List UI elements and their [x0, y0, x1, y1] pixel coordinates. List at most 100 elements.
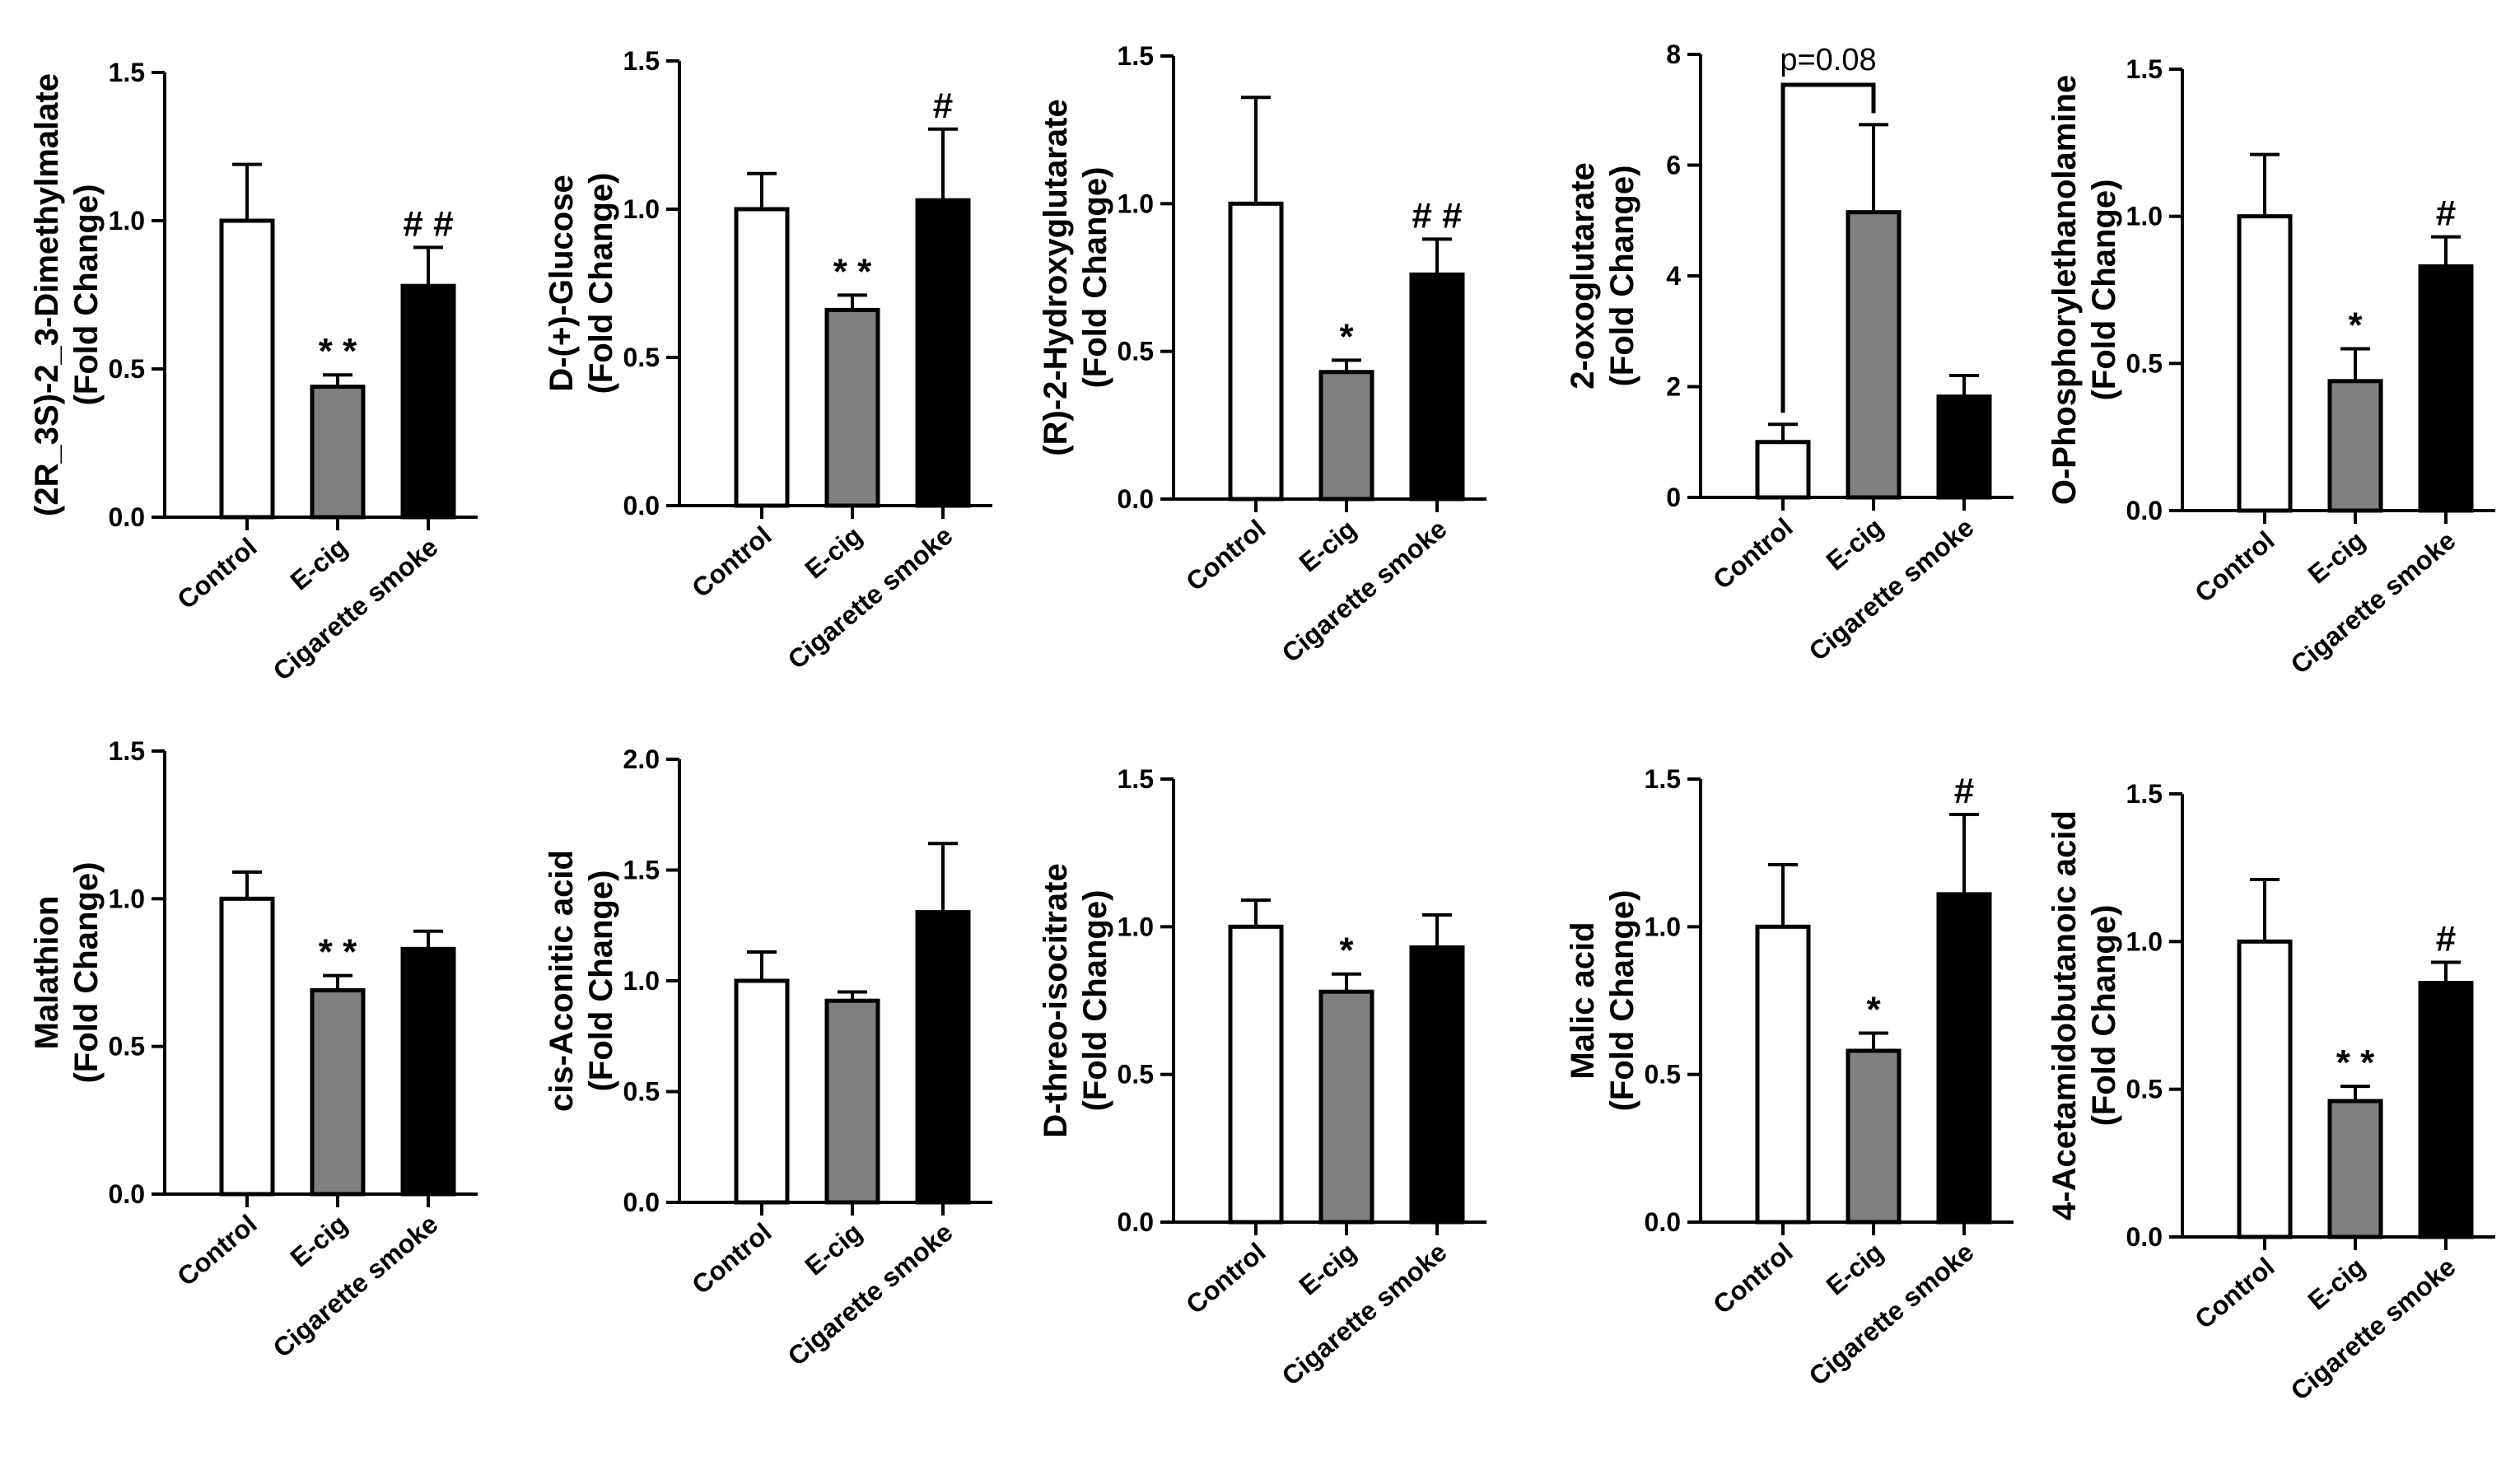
- y-axis-title-line1: (R)-2-Hydroxyglutarate: [1038, 99, 1074, 455]
- y-axis-title-line2: (Fold Change): [68, 184, 105, 406]
- x-tick-label: Cigarette smoke: [782, 520, 959, 675]
- y-tick-label: 2: [1666, 372, 1681, 402]
- x-tick-label: E-cig: [1293, 514, 1361, 578]
- y-tick-label: 0.0: [2126, 496, 2163, 525]
- significance-annotation: * *: [319, 932, 357, 973]
- y-axis-title-line1: 2-oxoglutarate: [1565, 162, 1601, 390]
- y-tick-label: 0: [1666, 483, 1681, 512]
- y-tick-label: 1.5: [1118, 764, 1154, 794]
- x-tick-label: Cigarette smoke: [2285, 1252, 2462, 1407]
- y-tick-label: 1.0: [1645, 912, 1681, 941]
- significance-annotation: # #: [403, 203, 453, 244]
- x-tick-label: Control: [171, 532, 262, 615]
- y-axis-title-line1: Malathion: [29, 896, 65, 1050]
- y-axis-title-line1: D-threo-isocitrate: [1038, 863, 1074, 1137]
- y-axis-title-line2: (Fold Change): [1604, 890, 1640, 1112]
- y-axis-title-line1: O-Phosphorylethanolamine: [2046, 75, 2083, 505]
- panel-1: 0.0 0.5 1.0 1.5 (2R_3S)-2_3-Dimethylmalate (F…: [29, 58, 478, 686]
- x-tick-label: Control: [686, 520, 777, 604]
- y-tick-label: 0.5: [1645, 1060, 1681, 1090]
- bar-control: [1755, 924, 1811, 1225]
- bar-cigarette-smoke: [400, 283, 456, 520]
- y-axis-title-line2: (Fold Change): [1604, 166, 1640, 387]
- y-tick-label: 6: [1666, 151, 1681, 180]
- x-tick-label: Control: [686, 1217, 777, 1300]
- y-axis-title-line2: (Fold Change): [583, 870, 619, 1092]
- y-tick-label: 1.0: [623, 966, 660, 996]
- x-tick-label: Cigarette smoke: [1276, 1237, 1453, 1392]
- significance-annotation: #: [933, 86, 953, 126]
- significance-annotation: #: [2436, 918, 2456, 959]
- bar-control: [219, 218, 275, 520]
- y-axis-title-line2: (Fold Change): [2086, 180, 2122, 401]
- y-tick-label: 1.5: [109, 736, 145, 766]
- significance-annotation: * *: [2336, 1043, 2375, 1083]
- bar-cigarette-smoke: [400, 946, 456, 1197]
- y-tick-label: 2.0: [623, 744, 660, 774]
- bar-e-cig: [1846, 1048, 1902, 1225]
- x-tick-label: E-cig: [2302, 525, 2370, 590]
- y-tick-label: 0.5: [109, 1032, 145, 1062]
- bar-control: [2237, 214, 2293, 513]
- y-axis-title-line2: (Fold Change): [583, 173, 619, 394]
- y-axis-title-line1: (2R_3S)-2_3-Dimethylmalate: [29, 73, 65, 516]
- y-tick-label: 0.5: [2126, 348, 2163, 378]
- x-tick-label: Cigarette smoke: [268, 532, 444, 687]
- y-tick-label: 1.0: [2126, 926, 2163, 956]
- bar-cigarette-smoke: [1409, 945, 1465, 1225]
- y-tick-label: 1.0: [1118, 189, 1154, 218]
- y-tick-label: 0.0: [109, 502, 145, 532]
- y-tick-label: 1.0: [2126, 202, 2163, 231]
- y-tick-label: 1.0: [623, 194, 660, 224]
- bar-e-cig: [1318, 370, 1374, 502]
- bar-cigarette-smoke: [2418, 264, 2474, 513]
- significance-annotation: *: [2348, 305, 2363, 345]
- x-tick-label: Cigarette smoke: [782, 1217, 959, 1372]
- bar-control: [734, 207, 790, 508]
- bar-e-cig: [310, 385, 366, 520]
- y-tick-label: 1.5: [1645, 764, 1681, 794]
- y-tick-label: 0.0: [1118, 484, 1154, 514]
- x-tick-label: Cigarette smoke: [1804, 512, 1980, 667]
- bar-control: [1755, 440, 1811, 500]
- significance-annotation: #: [1954, 771, 1974, 811]
- bar-e-cig: [1318, 989, 1374, 1225]
- x-tick-label: Control: [2189, 1252, 2280, 1335]
- bar-e-cig: [824, 307, 880, 508]
- y-axis-title-line2: (Fold Change): [1077, 167, 1113, 389]
- x-tick-label: E-cig: [2302, 1252, 2370, 1316]
- y-tick-label: 0.0: [2126, 1222, 2163, 1252]
- y-axis-title-line1: D-(+)-Glucose: [544, 175, 580, 391]
- y-tick-label: 0.5: [623, 1077, 660, 1107]
- bar-cigarette-smoke: [1936, 892, 1992, 1225]
- y-tick-label: 0.5: [623, 343, 660, 372]
- x-tick-label: Cigarette smoke: [1276, 514, 1453, 669]
- significance-annotation: * *: [833, 251, 872, 292]
- y-axis-title-line2: (Fold Change): [68, 862, 105, 1084]
- x-tick-label: Control: [1707, 512, 1798, 595]
- y-tick-label: 1.5: [2126, 54, 2163, 84]
- bar-e-cig: [310, 988, 366, 1197]
- y-tick-label: 1.5: [109, 58, 145, 87]
- x-tick-label: Control: [1707, 1237, 1798, 1320]
- bar-e-cig: [2327, 379, 2383, 513]
- bar-cigarette-smoke: [2418, 981, 2474, 1239]
- significance-annotation: # #: [1412, 195, 1462, 236]
- bar-cigarette-smoke: [915, 198, 971, 508]
- panel-9: 0.0 0.5 1.0 1.5 Malic acid (Fold Change) Contr…: [1565, 764, 2014, 1391]
- panel-10: 0.0 0.5 1.0 1.5 4-Acetamidobutanoic acid (Fol…: [2046, 779, 2495, 1406]
- x-tick-label: E-cig: [799, 520, 867, 585]
- y-axis-title-line1: Malic acid: [1565, 922, 1601, 1079]
- x-tick-label: Control: [171, 1209, 262, 1292]
- x-tick-label: Control: [2189, 525, 2280, 609]
- y-tick-label: 1.0: [109, 206, 145, 236]
- bar-control: [219, 896, 275, 1197]
- bar-control: [734, 978, 790, 1205]
- significance-annotation: *: [1866, 989, 1881, 1029]
- x-tick-label: E-cig: [284, 1209, 352, 1273]
- y-axis-title-line1: 4-Acetamidobutanoic acid: [2046, 810, 2083, 1220]
- panel-2: 0.0 0.5 1.0 1.5 D-(+)-Glucose (Fold Change) Co…: [544, 46, 992, 674]
- panel-8: 0.0 0.5 1.0 1.5 D-threo-isocitrate (Fold Chan…: [1038, 764, 1486, 1391]
- y-tick-label: 1.5: [1118, 41, 1154, 71]
- bar-control: [1228, 924, 1284, 1225]
